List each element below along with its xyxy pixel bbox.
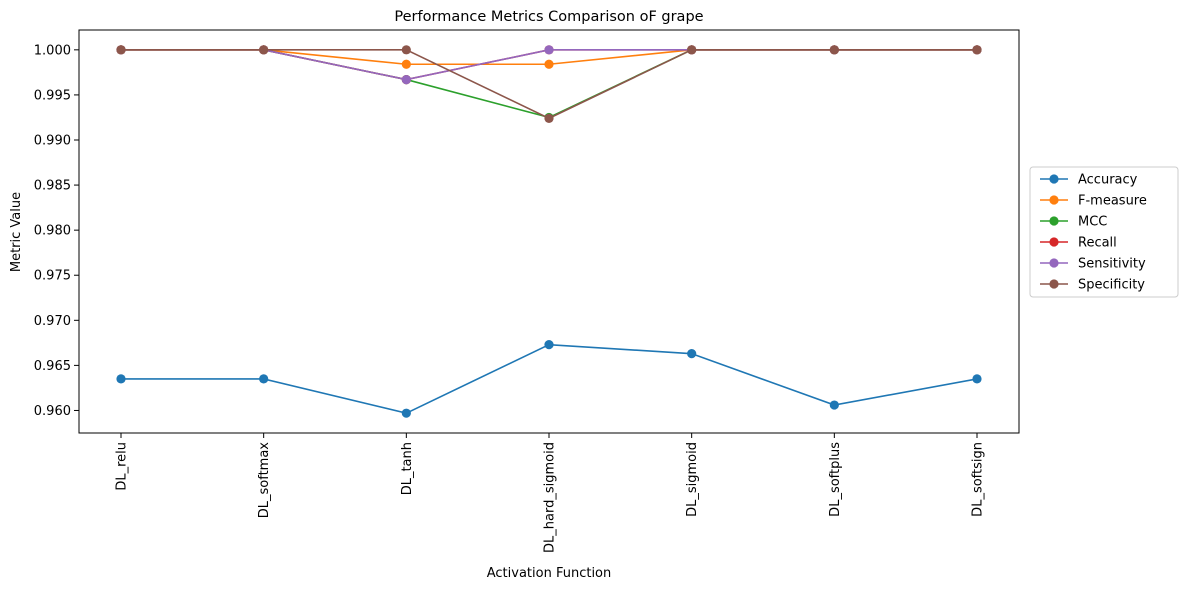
legend: Accuracy F-measure MCC Recall Sensitivity Spe… xyxy=(1029,166,1179,298)
chart-title: Performance Metrics Comparison oF grape xyxy=(394,9,703,25)
x-tick-label: DL_softsign xyxy=(971,442,986,517)
data-point xyxy=(544,113,554,123)
y-tick-label: 0.970 xyxy=(34,314,71,329)
x-tick-label: DL_softmax xyxy=(257,442,272,519)
plot-area xyxy=(78,29,1020,434)
data-point xyxy=(259,374,269,384)
x-tick-label: DL_tanh xyxy=(400,442,415,495)
data-point xyxy=(544,59,554,69)
x-tick-label: DL_relu xyxy=(115,442,130,491)
legend-item: Recall xyxy=(1040,236,1117,251)
legend-marker xyxy=(1049,258,1059,268)
y-tick-label: 0.980 xyxy=(34,224,71,239)
legend-label: Accuracy xyxy=(1078,173,1138,188)
y-tick-label: 0.985 xyxy=(34,179,71,194)
legend-marker xyxy=(1049,195,1059,205)
series-accuracy xyxy=(116,340,982,418)
data-point xyxy=(544,340,554,350)
y-tick-label: 0.990 xyxy=(34,133,71,148)
data-point xyxy=(116,45,126,55)
data-point xyxy=(116,374,126,384)
data-point xyxy=(401,74,411,85)
legend-item: Sensitivity xyxy=(1040,257,1146,272)
x-tick-label: DL_hard_sigmoid xyxy=(543,442,558,553)
data-point xyxy=(401,408,411,418)
legend-label: Specificity xyxy=(1078,278,1145,293)
y-tick-label: 0.960 xyxy=(34,404,71,419)
data-point xyxy=(544,45,554,55)
plot-frame xyxy=(78,29,1020,434)
x-axis-label: Activation Function xyxy=(487,566,612,581)
data-point xyxy=(972,45,982,55)
data-point xyxy=(401,59,411,69)
y-tick-label: 0.975 xyxy=(34,269,71,284)
legend-item: F-measure xyxy=(1040,194,1147,209)
legend-marker xyxy=(1049,216,1059,226)
x-axis: DL_relu DL_softmax DL_tanh DL_hard_sigmoid D… xyxy=(115,433,986,553)
legend-item: Accuracy xyxy=(1040,173,1138,188)
x-tick-label: DL_sigmoid xyxy=(685,442,700,517)
data-point xyxy=(687,45,697,55)
legend-marker xyxy=(1049,279,1059,289)
data-point xyxy=(972,374,982,384)
data-point xyxy=(259,45,269,55)
legend-marker xyxy=(1049,174,1059,184)
legend-marker xyxy=(1049,237,1059,247)
data-point xyxy=(829,400,839,410)
legend-item: Specificity xyxy=(1040,278,1145,293)
series-line xyxy=(121,343,978,415)
legend-label: MCC xyxy=(1078,215,1107,230)
legend-label: Recall xyxy=(1078,236,1117,251)
y-tick-label: 0.995 xyxy=(34,88,71,103)
data-point xyxy=(829,45,839,55)
legend-label: Sensitivity xyxy=(1078,257,1146,272)
legend-item: MCC xyxy=(1040,215,1107,230)
data-point xyxy=(687,349,697,359)
y-tick-label: 0.965 xyxy=(34,359,71,374)
x-tick-label: DL_softplus xyxy=(828,442,843,517)
series-mcc xyxy=(116,45,982,123)
data-point xyxy=(401,45,411,55)
series-specificity xyxy=(116,45,982,123)
legend-label: F-measure xyxy=(1078,194,1147,209)
y-axis-label: Metric Value xyxy=(9,192,24,272)
y-axis: 0.960 0.965 0.970 0.975 0.980 0.985 0.990 0.995… xyxy=(34,43,79,419)
y-tick-label: 1.000 xyxy=(34,43,71,58)
